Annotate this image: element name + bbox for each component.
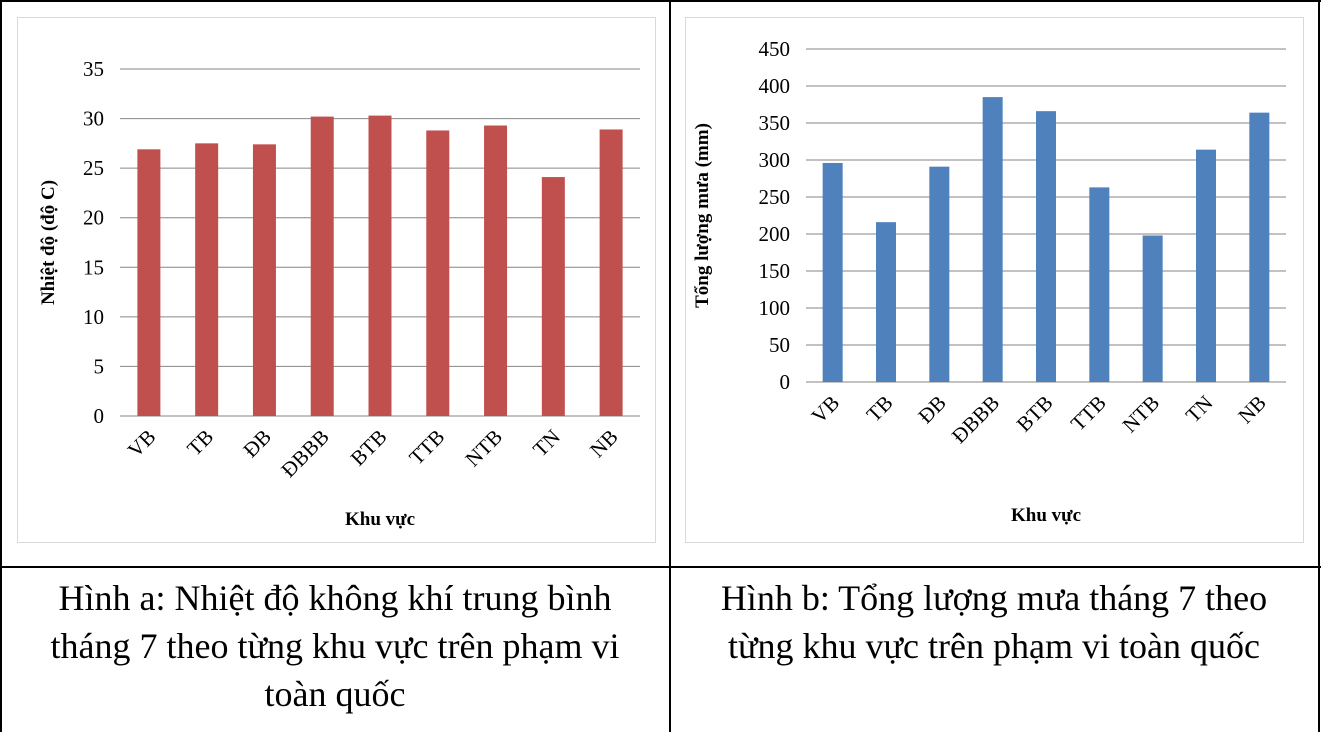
chart-a-bar-7	[541, 177, 565, 416]
chart-b-x-tick-label-2: ĐB	[913, 391, 951, 429]
chart-b-x-tick-label-3: ĐBBB	[947, 391, 1004, 448]
chart-b-bar-8	[1249, 112, 1270, 382]
table-border-column-divider	[669, 0, 671, 732]
chart-b-bar-1	[876, 222, 896, 382]
caption-a-line-1: Hình a: Nhiệt độ không khí trung bình	[58, 578, 612, 618]
chart-b-area: 0 50 100 150 200 250 300 350 400 450 VB TB ĐB ĐBBB BTB…	[685, 17, 1304, 543]
caption-b-line-1: Hình b: Tổng lượng mưa tháng 7 theo	[720, 578, 1268, 618]
chart-a-area: 0 5 10 15 20 25 30 35 VB TB ĐB ĐBBB BTB TTB NTB TN NB Khu…	[17, 17, 656, 543]
chart-b-y-tick-label-5: 250	[759, 185, 791, 209]
chart-b-bar-4	[1036, 111, 1056, 382]
caption-b: Hình b: Tổng lượng mưa tháng 7 theo từng…	[676, 574, 1312, 670]
chart-b-bar-0	[822, 162, 843, 382]
chart-a-y-tick-label-3: 15	[83, 255, 104, 279]
caption-a: Hình a: Nhiệt độ không khí trung bình th…	[10, 574, 660, 718]
table-border-right	[1318, 0, 1320, 732]
chart-a-bar-0	[137, 149, 161, 416]
chart-b-x-tick-label-5: TTB	[1066, 391, 1111, 436]
chart-a-bar-6	[484, 125, 508, 417]
chart-a-y-tick-label-6: 30	[83, 107, 104, 131]
chart-b-y-tick-label-7: 350	[759, 111, 791, 135]
chart-b-y-tick-label-0: 0	[780, 370, 791, 394]
chart-a-x-tick-label-5: TTB	[404, 425, 449, 470]
chart-a-y-tick-label-0: 0	[94, 404, 105, 428]
chart-b-bar-6	[1142, 235, 1163, 382]
chart-b-y-tick-label-9: 450	[759, 37, 791, 61]
chart-b-x-tick-label-6: NTB	[1118, 391, 1165, 438]
chart-b-x-tick-label-0: VB	[807, 391, 845, 429]
chart-b-x-tick-label-7: TN	[1181, 391, 1218, 428]
chart-b-bar-3	[982, 97, 1003, 382]
chart-a-x-tick-label-3: ĐBBB	[276, 425, 333, 482]
chart-a-bar-8	[599, 129, 623, 416]
chart-a-y-tick-label-5: 25	[83, 156, 104, 180]
chart-a-x-tick-label-1: TB	[182, 425, 218, 461]
chart-a-x-tick-label-6: NTB	[460, 425, 507, 472]
chart-b-x-tick-label-4: BTB	[1012, 391, 1058, 437]
caption-a-line-3: toàn quốc	[264, 674, 406, 714]
caption-b-line-2: từng khu vực trên phạm vi toàn quốc	[728, 626, 1260, 666]
table-border-left	[0, 0, 2, 732]
chart-b-bar-7	[1196, 149, 1216, 382]
chart-a-bar-2	[252, 144, 276, 416]
chart-b-y-tick-label-2: 100	[759, 296, 791, 320]
chart-a-x-axis-title: Khu vực	[345, 509, 415, 530]
chart-b-y-tick-label-1: 50	[769, 333, 790, 357]
chart-a-x-tick-label-2: ĐB	[238, 425, 276, 463]
chart-b-x-tick-label-1: TB	[862, 391, 898, 427]
chart-a-bar-1	[195, 143, 219, 416]
chart-b-y-tick-label-8: 400	[759, 74, 791, 98]
chart-a-svg: 0 5 10 15 20 25 30 35 VB TB ĐB ĐBBB BTB TTB NTB TN NB Khu…	[38, 57, 640, 530]
chart-a-bar-5	[426, 130, 450, 416]
table-border-top	[0, 0, 1321, 2]
chart-b-y-tick-label-3: 150	[759, 259, 791, 283]
chart-a-x-tick-label-4: BTB	[346, 425, 392, 471]
chart-b-y-tick-label-4: 200	[759, 222, 791, 246]
chart-b-y-tick-label-6: 300	[759, 148, 791, 172]
chart-b-bar-2	[929, 166, 950, 382]
chart-b-x-axis-title: Khu vực	[1011, 505, 1081, 526]
chart-b-x-tick-label-8: NB	[1233, 391, 1271, 429]
chart-b-bar-5	[1089, 187, 1110, 382]
caption-a-line-2: tháng 7 theo từng khu vực trên phạm vi	[50, 626, 620, 666]
chart-a-x-tick-label-0: VB	[123, 425, 161, 463]
chart-a-y-tick-label-4: 20	[83, 206, 104, 230]
table-border-middle-row	[0, 566, 1321, 568]
chart-a-y-axis-title: Nhiệt độ (độ C)	[38, 180, 59, 305]
chart-a-x-tick-label-8: NB	[585, 425, 623, 463]
chart-a-y-tick-label-1: 5	[94, 354, 105, 378]
chart-a-y-tick-label-2: 10	[83, 305, 104, 329]
chart-a-bar-3	[310, 116, 334, 417]
chart-a-x-tick-label-7: TN	[528, 425, 565, 462]
chart-a-y-tick-label-7: 35	[83, 57, 104, 81]
chart-a-bar-4	[368, 115, 392, 417]
chart-b-y-axis-title: Tổng lượng mưa (mm)	[692, 123, 713, 308]
